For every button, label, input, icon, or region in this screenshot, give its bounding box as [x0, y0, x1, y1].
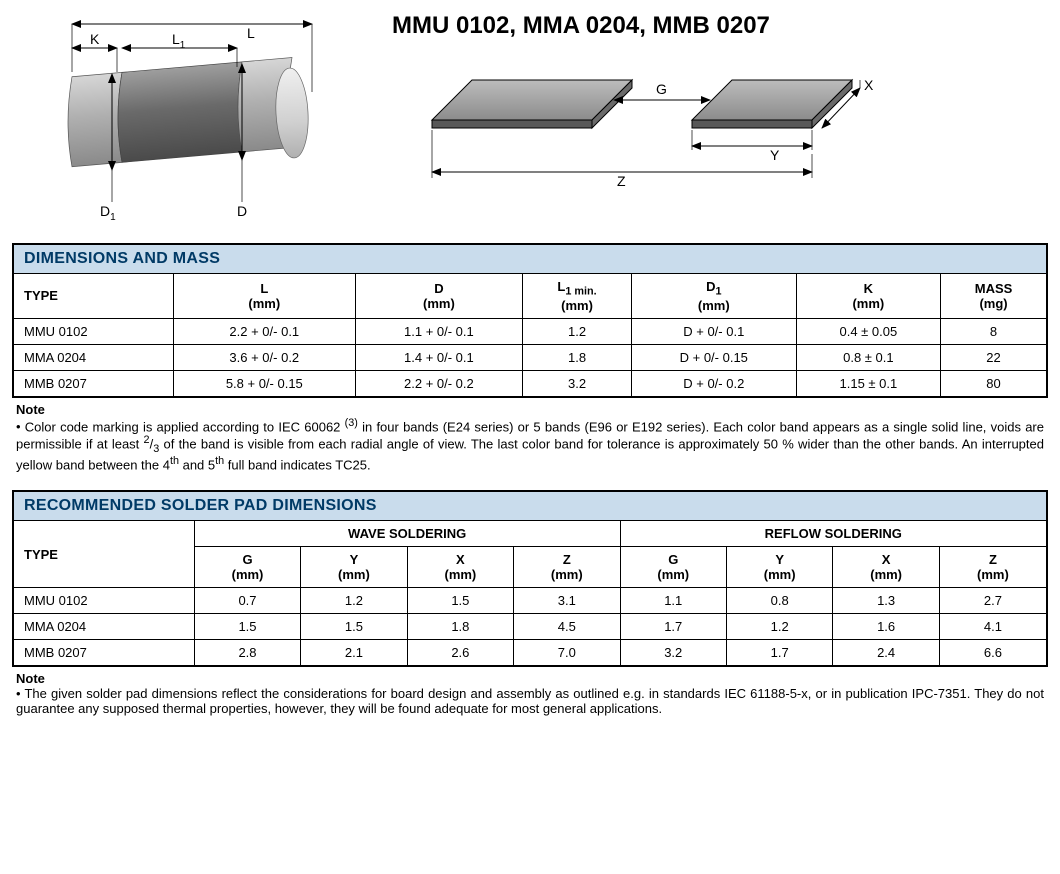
table2-cell: 3.2 — [620, 640, 726, 667]
table2-subcol: Y(mm) — [301, 547, 407, 588]
table2-cell: MMA 0204 — [13, 614, 194, 640]
table2-row: MMA 02041.51.51.84.51.71.21.64.1 — [13, 614, 1047, 640]
top-figures-row: L K L1 D D1 MMU 0102, MMA 0204, MMB 0207 — [12, 12, 1048, 225]
table2-group-reflow: REFLOW SOLDERING — [620, 521, 1047, 547]
table2-cell: 1.6 — [833, 614, 939, 640]
table1-cell: 2.2 + 0/- 0.1 — [174, 318, 356, 344]
table2-subcol: Y(mm) — [726, 547, 832, 588]
table1-cell: D + 0/- 0.15 — [631, 344, 796, 370]
table2-cell: 2.1 — [301, 640, 407, 667]
table1-cell: D + 0/- 0.1 — [631, 318, 796, 344]
table2-cell: 1.5 — [407, 588, 513, 614]
table2-cell: MMB 0207 — [13, 640, 194, 667]
table2-cell: 1.7 — [726, 640, 832, 667]
table2-cell: 2.4 — [833, 640, 939, 667]
table1-row: MMU 01022.2 + 0/- 0.11.1 + 0/- 0.11.2D +… — [13, 318, 1047, 344]
table2-cell: 4.1 — [939, 614, 1047, 640]
table1-col-3: L1 min.(mm) — [523, 274, 632, 319]
table2-subcol: X(mm) — [407, 547, 513, 588]
table1-cell: D + 0/- 0.2 — [631, 370, 796, 397]
table2-subcol: G(mm) — [620, 547, 726, 588]
table1-col-0: TYPE — [13, 274, 174, 319]
table1-cell: 5.8 + 0/- 0.15 — [174, 370, 356, 397]
table2-cell: 0.7 — [194, 588, 300, 614]
table2-cell: 1.8 — [407, 614, 513, 640]
table2-cell: 3.1 — [514, 588, 620, 614]
table2-cell: 1.2 — [726, 614, 832, 640]
table2-group-wave: WAVE SOLDERING — [194, 521, 620, 547]
table2-title: RECOMMENDED SOLDER PAD DIMENSIONS — [13, 491, 1047, 521]
table2-subcol: Z(mm) — [939, 547, 1047, 588]
table1-col-2: D(mm) — [355, 274, 523, 319]
dim-X-label: X — [864, 77, 874, 93]
table1-cell: 2.2 + 0/- 0.2 — [355, 370, 523, 397]
table1-cell: 0.8 ± 0.1 — [796, 344, 940, 370]
table1-cell: 1.2 — [523, 318, 632, 344]
table2-cell: 4.5 — [514, 614, 620, 640]
component-diagram: L K L1 D D1 — [12, 12, 352, 225]
table1-cell: 1.8 — [523, 344, 632, 370]
table1-cell: 1.1 + 0/- 0.1 — [355, 318, 523, 344]
note1-text: Color code marking is applied according … — [16, 417, 1044, 473]
dim-D-label: D — [237, 203, 247, 219]
dim-L-label: L — [247, 25, 255, 41]
dim-G-label: G — [656, 81, 667, 97]
table2-cell: 1.5 — [301, 614, 407, 640]
table2-cell: 7.0 — [514, 640, 620, 667]
table2-subcol: G(mm) — [194, 547, 300, 588]
solder-pad-dimensions-table: RECOMMENDED SOLDER PAD DIMENSIONS TYPE W… — [12, 490, 1048, 667]
note2-heading: Note — [16, 671, 1044, 686]
dim-Y-label: Y — [770, 147, 780, 163]
table1-cell: MMB 0207 — [13, 370, 174, 397]
solder-pad-diagram: G X Y Z — [392, 60, 1048, 203]
table1-cell: 1.15 ± 0.1 — [796, 370, 940, 397]
table1-col-1: L(mm) — [174, 274, 356, 319]
table1-col-4: D1(mm) — [631, 274, 796, 319]
table2-subcol: X(mm) — [833, 547, 939, 588]
table1-cell: MMU 0102 — [13, 318, 174, 344]
page-title: MMU 0102, MMA 0204, MMB 0207 — [392, 12, 1048, 40]
table2-row: MMB 02072.82.12.67.03.21.72.46.6 — [13, 640, 1047, 667]
table1-cell: 0.4 ± 0.05 — [796, 318, 940, 344]
table2-cell: 6.6 — [939, 640, 1047, 667]
table2-cell: 0.8 — [726, 588, 832, 614]
table1-col-5: K(mm) — [796, 274, 940, 319]
table2-cell: MMU 0102 — [13, 588, 194, 614]
table1-cell: 80 — [941, 370, 1047, 397]
table2-cell: 1.2 — [301, 588, 407, 614]
table1-cell: 22 — [941, 344, 1047, 370]
table1-cell: 3.2 — [523, 370, 632, 397]
table2-cell: 2.7 — [939, 588, 1047, 614]
table1-row: MMA 02043.6 + 0/- 0.21.4 + 0/- 0.11.8D +… — [13, 344, 1047, 370]
dim-K-label: K — [90, 31, 100, 47]
table1-cell: MMA 0204 — [13, 344, 174, 370]
dim-Z-label: Z — [617, 173, 626, 189]
table2-cell: 1.7 — [620, 614, 726, 640]
table1-cell: 1.4 + 0/- 0.1 — [355, 344, 523, 370]
dimensions-and-mass-table: DIMENSIONS AND MASS TYPEL(mm)D(mm)L1 min… — [12, 243, 1048, 398]
table1-col-6: MASS(mg) — [941, 274, 1047, 319]
table2-cell: 2.6 — [407, 640, 513, 667]
table2-row: MMU 01020.71.21.53.11.10.81.32.7 — [13, 588, 1047, 614]
note2-text: The given solder pad dimensions reflect … — [16, 686, 1044, 716]
table2-cell: 2.8 — [194, 640, 300, 667]
table2-type-label: TYPE — [13, 521, 194, 588]
note1-heading: Note — [16, 402, 1044, 417]
table1-row: MMB 02075.8 + 0/- 0.152.2 + 0/- 0.23.2D … — [13, 370, 1047, 397]
table2-cell: 1.1 — [620, 588, 726, 614]
table1-cell: 8 — [941, 318, 1047, 344]
table2-subcol: Z(mm) — [514, 547, 620, 588]
dim-D1-label: D1 — [100, 203, 116, 222]
table2-cell: 1.3 — [833, 588, 939, 614]
table2-cell: 1.5 — [194, 614, 300, 640]
table1-title: DIMENSIONS AND MASS — [13, 244, 1047, 274]
table1-cell: 3.6 + 0/- 0.2 — [174, 344, 356, 370]
